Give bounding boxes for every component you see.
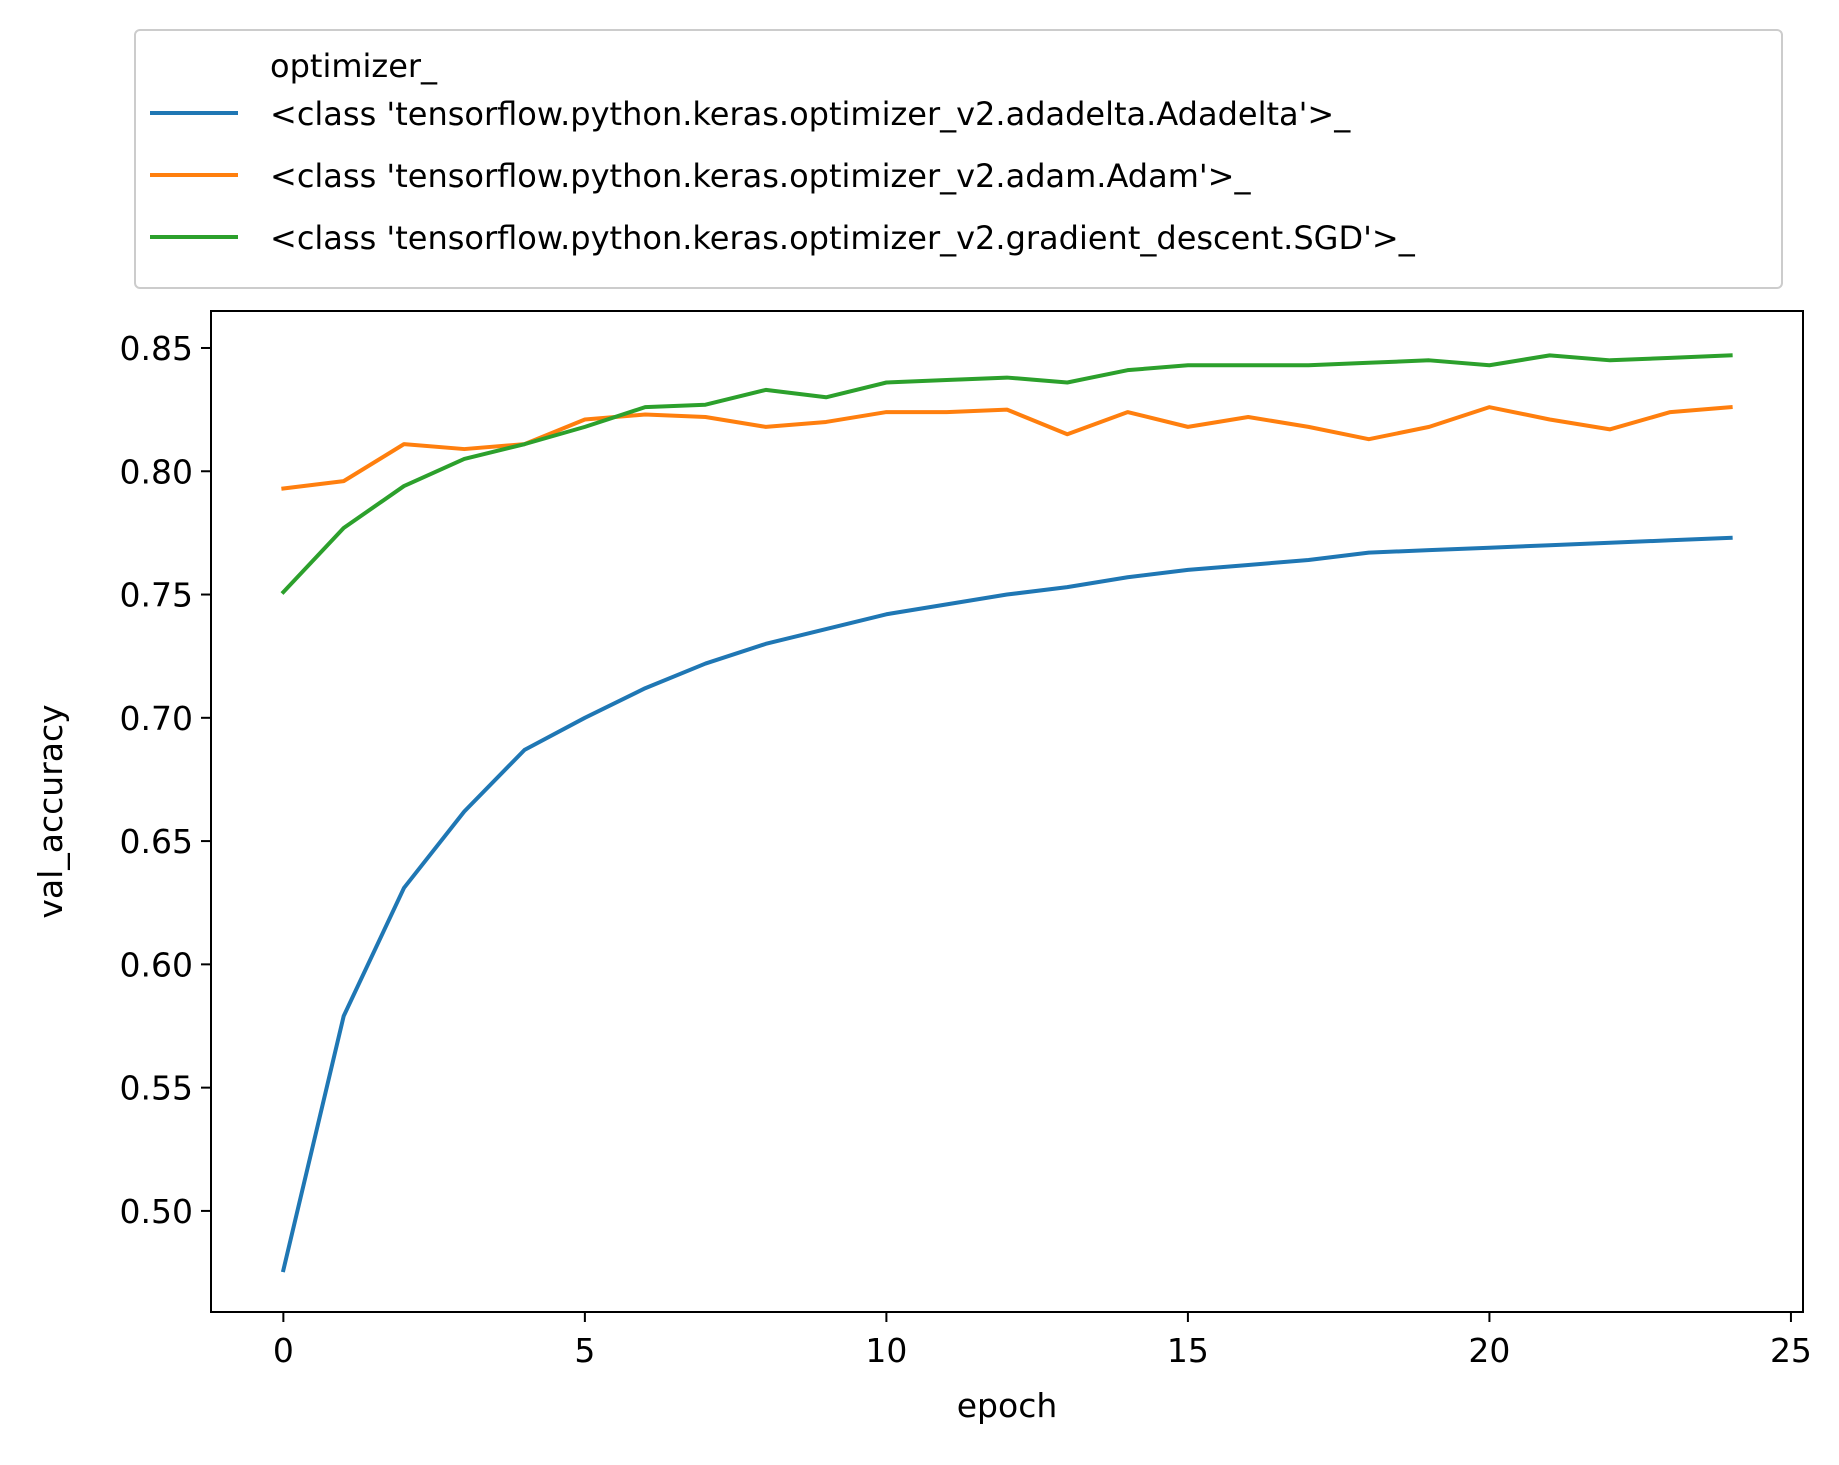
series-line-2 (280, 353, 1733, 595)
x-tick-label: 10 (865, 1331, 907, 1370)
x-tick-label: 15 (1167, 1331, 1209, 1370)
y-tick-label: 0.70 (120, 699, 193, 738)
legend-entry-label: <class 'tensorflow.python.keras.optimize… (270, 95, 1351, 133)
x-tick-label: 0 (273, 1331, 294, 1370)
y-tick-label: 0.60 (120, 945, 193, 984)
x-axis-title: epoch (957, 1386, 1058, 1425)
y-tick-label: 0.65 (120, 822, 193, 861)
axes-frame (210, 310, 1804, 1313)
y-tick-label: 0.75 (120, 576, 193, 615)
y-tick-label: 0.55 (120, 1069, 193, 1108)
y-tick-label: 0.85 (120, 329, 193, 368)
plot-area: 0 5 10 15 20 25 0.50 0.55 0.60 0.65 0.70 0.75 0.80 0… (31, 310, 1812, 1425)
y-axis-title: val_accuracy (31, 704, 70, 918)
x-tick-label: 5 (574, 1331, 595, 1370)
x-tick-label: 25 (1770, 1331, 1812, 1370)
legend-entry-label: <class 'tensorflow.python.keras.optimize… (270, 157, 1251, 195)
legend-frame (134, 29, 1783, 289)
legend: optimizer_ <class 'tensorflow.python.ker… (134, 29, 1783, 289)
series-line-0 (280, 535, 1733, 1273)
x-tick-label: 20 (1468, 1331, 1510, 1370)
series-line-1 (281, 404, 1733, 491)
legend-entry-label: <class 'tensorflow.python.keras.optimize… (270, 219, 1416, 257)
y-tick-label: 0.80 (120, 452, 193, 491)
legend-title: optimizer_ (270, 47, 438, 85)
y-tick-label: 0.50 (120, 1192, 193, 1231)
